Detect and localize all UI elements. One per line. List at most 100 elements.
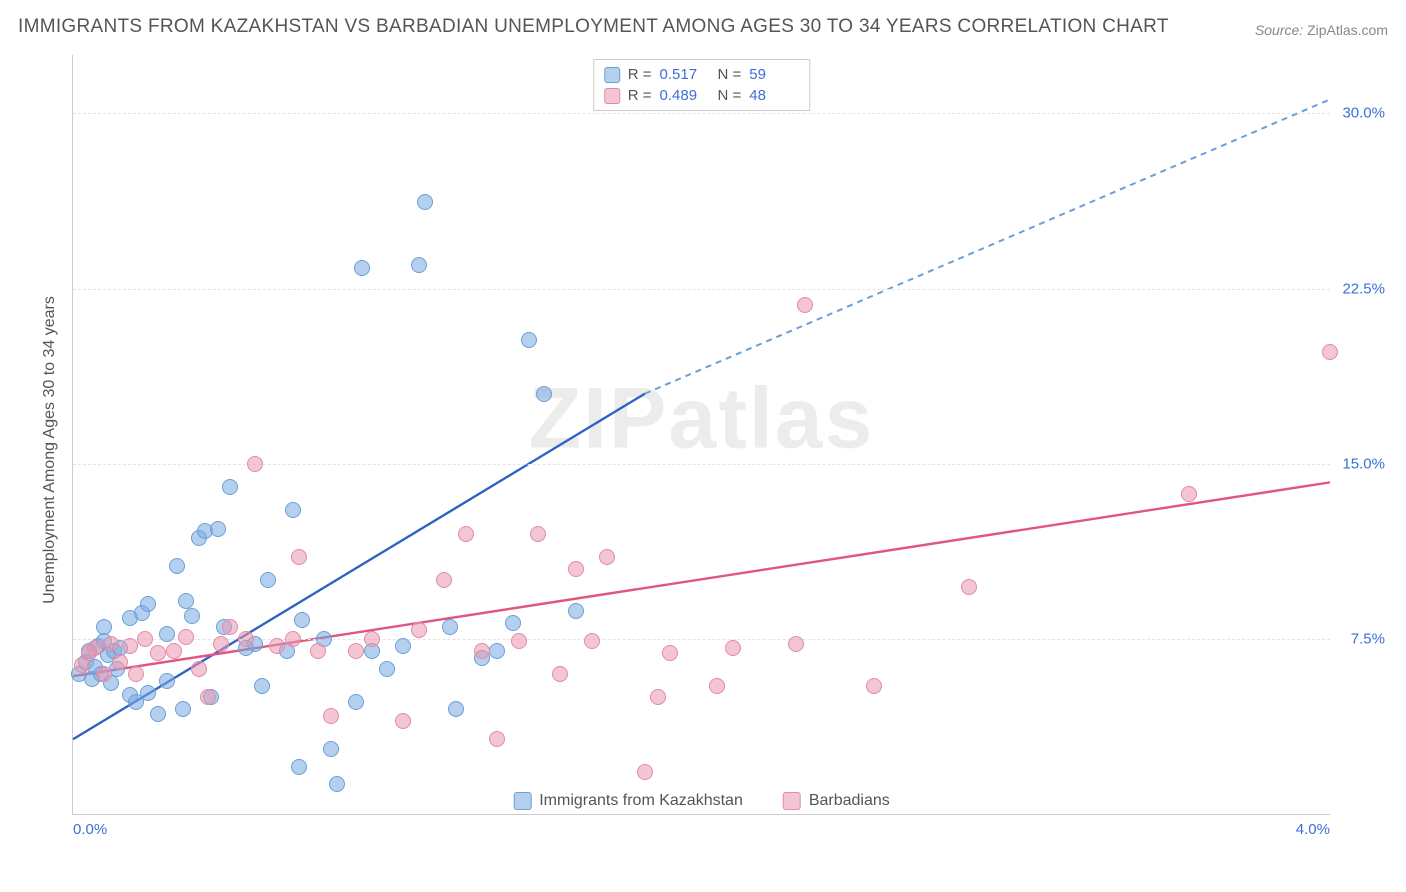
- legend-item-kazakhstan: Immigrants from Kazakhstan: [513, 792, 743, 810]
- legend-stats-row-barbadians: R = 0.489 N = 48: [604, 85, 800, 106]
- data-point-barbadians: [178, 629, 194, 645]
- data-point-barbadians: [866, 678, 882, 694]
- data-point-kazakhstan: [354, 260, 370, 276]
- data-point-kazakhstan: [291, 759, 307, 775]
- data-point-barbadians: [662, 645, 678, 661]
- data-point-barbadians: [725, 640, 741, 656]
- legend-r-value-kazakhstan: 0.517: [660, 66, 710, 83]
- data-point-kazakhstan: [417, 194, 433, 210]
- data-point-barbadians: [291, 549, 307, 565]
- gridline: [73, 289, 1330, 290]
- data-point-barbadians: [238, 631, 254, 647]
- data-point-barbadians: [961, 579, 977, 595]
- legend-n-label: N =: [718, 87, 742, 104]
- data-point-kazakhstan: [442, 619, 458, 635]
- legend-swatch-kazakhstan: [604, 67, 620, 83]
- legend-n-label: N =: [718, 66, 742, 83]
- gridline: [73, 113, 1330, 114]
- data-point-kazakhstan: [159, 673, 175, 689]
- trend-line: [645, 99, 1330, 393]
- data-point-barbadians: [552, 666, 568, 682]
- data-point-barbadians: [128, 666, 144, 682]
- data-point-barbadians: [474, 643, 490, 659]
- legend-r-label: R =: [628, 87, 652, 104]
- data-point-kazakhstan: [329, 776, 345, 792]
- data-point-barbadians: [200, 689, 216, 705]
- legend-swatch-kazakhstan: [513, 792, 531, 810]
- chart-container: Unemployment Among Ages 30 to 34 years Z…: [50, 55, 1390, 845]
- data-point-barbadians: [568, 561, 584, 577]
- data-point-kazakhstan: [379, 661, 395, 677]
- x-tick-label: 0.0%: [73, 821, 107, 838]
- data-point-barbadians: [191, 661, 207, 677]
- legend-label-barbadians: Barbadians: [809, 792, 890, 810]
- data-point-kazakhstan: [140, 685, 156, 701]
- data-point-barbadians: [222, 619, 238, 635]
- data-point-kazakhstan: [521, 332, 537, 348]
- data-point-barbadians: [87, 640, 103, 656]
- y-tick-label: 22.5%: [1342, 280, 1385, 297]
- data-point-barbadians: [310, 643, 326, 659]
- data-point-barbadians: [150, 645, 166, 661]
- data-point-kazakhstan: [222, 479, 238, 495]
- data-point-barbadians: [458, 526, 474, 542]
- data-point-barbadians: [788, 636, 804, 652]
- data-point-barbadians: [137, 631, 153, 647]
- data-point-kazakhstan: [140, 596, 156, 612]
- data-point-barbadians: [323, 708, 339, 724]
- data-point-barbadians: [96, 666, 112, 682]
- data-point-kazakhstan: [505, 615, 521, 631]
- data-point-kazakhstan: [448, 701, 464, 717]
- data-point-barbadians: [530, 526, 546, 542]
- source-attribution: Source: ZipAtlas.com: [1255, 22, 1388, 38]
- data-point-kazakhstan: [96, 619, 112, 635]
- data-point-barbadians: [103, 636, 119, 652]
- data-point-barbadians: [411, 622, 427, 638]
- data-point-barbadians: [1322, 344, 1338, 360]
- legend-label-kazakhstan: Immigrants from Kazakhstan: [539, 792, 743, 810]
- legend-swatch-barbadians: [783, 792, 801, 810]
- trend-line: [73, 394, 645, 740]
- data-point-barbadians: [166, 643, 182, 659]
- data-point-kazakhstan: [536, 386, 552, 402]
- chart-title: IMMIGRANTS FROM KAZAKHSTAN VS BARBADIAN …: [18, 16, 1169, 38]
- data-point-kazakhstan: [159, 626, 175, 642]
- y-axis-label: Unemployment Among Ages 30 to 34 years: [41, 296, 59, 604]
- legend-n-value-barbadians: 48: [749, 87, 799, 104]
- data-point-kazakhstan: [150, 706, 166, 722]
- y-tick-label: 30.0%: [1342, 105, 1385, 122]
- legend-series: Immigrants from Kazakhstan Barbadians: [513, 792, 890, 810]
- x-tick-label: 4.0%: [1296, 821, 1330, 838]
- y-tick-label: 7.5%: [1351, 630, 1385, 647]
- data-point-barbadians: [348, 643, 364, 659]
- data-point-barbadians: [213, 636, 229, 652]
- legend-stats-row-kazakhstan: R = 0.517 N = 59: [604, 64, 800, 85]
- data-point-barbadians: [112, 654, 128, 670]
- data-point-kazakhstan: [184, 608, 200, 624]
- data-point-barbadians: [364, 631, 380, 647]
- data-point-barbadians: [285, 631, 301, 647]
- data-point-kazakhstan: [489, 643, 505, 659]
- data-point-kazakhstan: [323, 741, 339, 757]
- data-point-barbadians: [1181, 486, 1197, 502]
- data-point-barbadians: [395, 713, 411, 729]
- data-point-barbadians: [709, 678, 725, 694]
- y-tick-label: 15.0%: [1342, 455, 1385, 472]
- data-point-barbadians: [122, 638, 138, 654]
- data-point-barbadians: [247, 456, 263, 472]
- data-point-kazakhstan: [285, 502, 301, 518]
- data-point-kazakhstan: [254, 678, 270, 694]
- data-point-barbadians: [650, 689, 666, 705]
- data-point-kazakhstan: [395, 638, 411, 654]
- data-point-kazakhstan: [348, 694, 364, 710]
- legend-n-value-kazakhstan: 59: [749, 66, 799, 83]
- source-label: Source:: [1255, 22, 1303, 38]
- legend-item-barbadians: Barbadians: [783, 792, 890, 810]
- data-point-kazakhstan: [294, 612, 310, 628]
- data-point-barbadians: [599, 549, 615, 565]
- legend-r-label: R =: [628, 66, 652, 83]
- data-point-kazakhstan: [411, 257, 427, 273]
- data-point-barbadians: [584, 633, 600, 649]
- data-point-barbadians: [436, 572, 452, 588]
- data-point-kazakhstan: [210, 521, 226, 537]
